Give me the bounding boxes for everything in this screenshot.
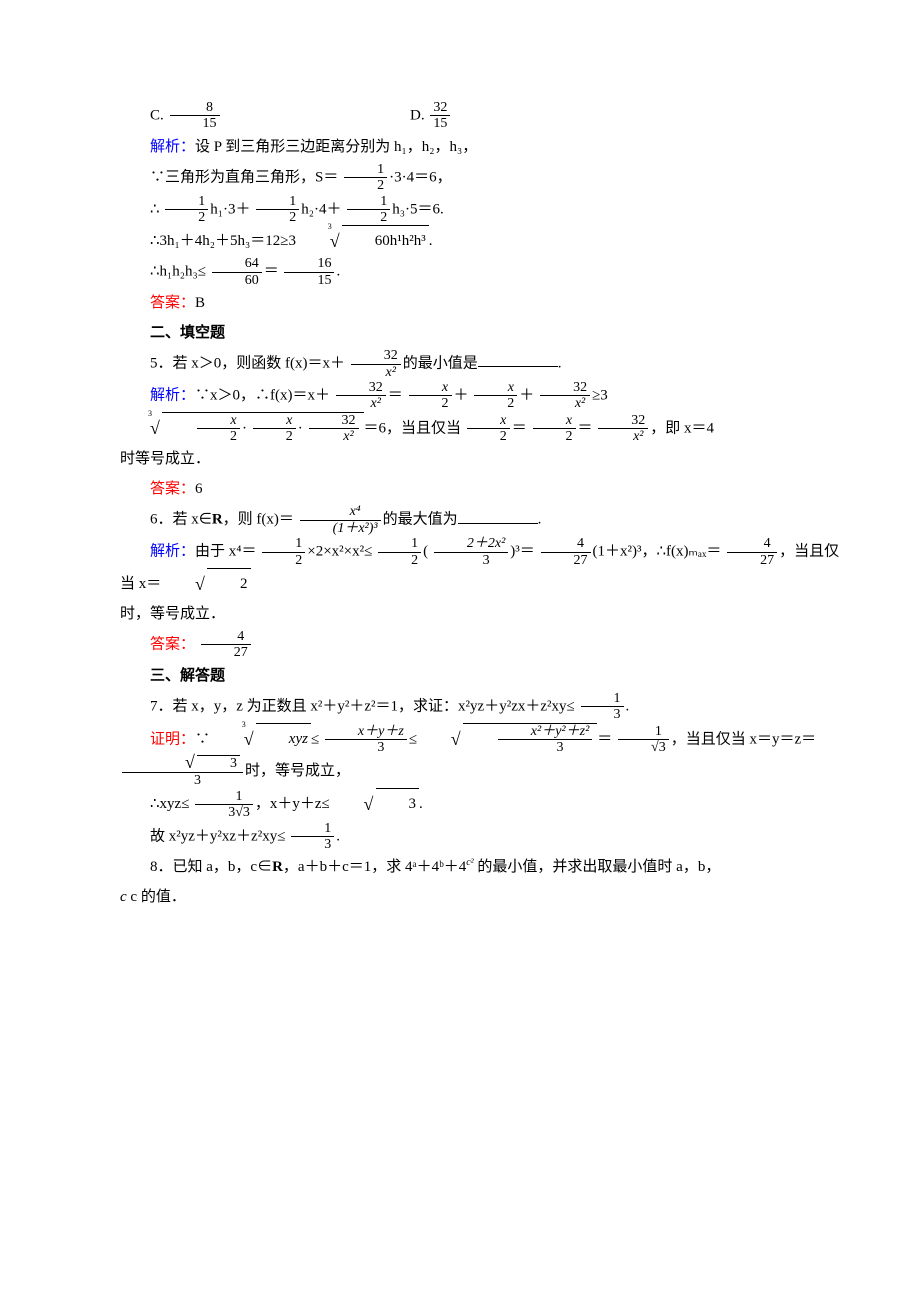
answer-line: 答案： 4 27 [120,629,840,661]
solution-line: ∴ 1 2 h₁·3＋ 1 2 h₂·4＋ 1 2 h₃·5＝6. [120,194,840,226]
fraction-icon: 4 27 [201,629,251,661]
fraction-icon: 1 2 [262,536,305,568]
proof-7-l3: 故 x²yz＋y²xz＋z²xy≤ 1 3 . [120,821,840,853]
solution-5: 解析：∵x＞0，∴f(x)＝x＋ 32 x² ＝ x 2 ＋ x 2 ＋ 32 … [120,380,840,445]
sqrt-icon: 3 [157,755,240,771]
fraction-icon: x²＋y²＋z² 3 [498,724,592,756]
question-8: 8．已知 a，b，c∈R，a＋b＋c＝1，求 4ᵃ＋4ᵇ＋4c² 的最小值，并求… [120,852,840,882]
fraction-icon: x 2 [253,413,296,445]
solution-line: ∴h₁h₂h₃≤ 64 60 ＝ 16 15 . [120,256,840,288]
fraction-icon: x⁴ (1＋x²)³ [300,504,381,536]
fraction-icon: 8 15 [170,100,220,132]
proof-7-l2: ∴xyz≤ 1 3√3 ，x＋y＋z≤ 3. [120,788,840,820]
fraction-icon: 1 2 [165,194,208,226]
fraction-icon: x 2 [467,413,510,445]
solution-line: ∴3h₁＋4h₂＋5h₃＝12≥3 60h¹h²h³. [120,225,840,256]
solution-6: 解析：由于 x⁴＝ 1 2 ×2×x²×x²≤ 1 2 ( 2＋2x² 3 )³… [120,536,840,599]
solution-line: ∵三角形为直角三角形，S＝ 1 2 ·3·4＝6， [120,162,840,194]
fraction-icon: 32 x² [598,413,648,445]
fraction-icon: x 2 [533,413,576,445]
page-content: C. 8 15 D. 32 15 解析：设 P 到三角形三边距离分别为 h₁，h… [0,0,920,1302]
fraction-icon: 32 x² [351,348,401,380]
fraction-icon: 1 3 [291,821,334,853]
question-8-cont: c c 的值． [120,882,840,912]
fraction-icon: x 2 [197,413,240,445]
fraction-icon: 1 3 [581,691,624,723]
answer-line: 答案：6 [120,474,840,504]
fraction-icon: 4 27 [727,536,777,568]
fraction-icon: 1 2 [347,194,390,226]
answer-label: 答案： [150,636,195,652]
section-title: 二、填空题 [120,318,840,348]
fraction-icon: x 2 [474,380,517,412]
fraction-icon: 32 15 [430,100,450,132]
sqrt-icon: 2 [167,568,251,599]
fraction-icon: 64 60 [212,256,262,288]
fraction-icon: 1 2 [256,194,299,226]
analysis-label: 解析： [150,544,195,560]
proof-label: 证明： [150,731,195,747]
proof-7: 证明：∵ xyz≤ x＋y＋z 3 ≤ x²＋y²＋z² 3 ＝ 1 √3 ，当… [120,723,840,789]
answer-line: 答案：B [120,288,840,318]
cuberoot-icon: 60h¹h²h³ [302,225,429,256]
cuberoot-icon: xyz [216,723,311,754]
solution-6-cont: 时，等号成立． [120,599,840,629]
analysis-label: 解析： [150,139,195,155]
fraction-icon: x 2 [409,380,452,412]
fraction-icon: 1 3√3 [195,789,253,821]
fraction-icon: 32 x² [540,380,590,412]
fraction-icon: 32 x² [309,413,359,445]
question-5: 5．若 x＞0，则函数 f(x)＝x＋ 32 x² 的最小值是. [120,348,840,380]
section-title: 三、解答题 [120,661,840,691]
fraction-icon: 4 27 [541,536,591,568]
fraction-icon: 2＋2x² 3 [434,536,508,568]
fraction-icon: 1 √3 [618,724,669,756]
answer-label: 答案： [150,481,195,497]
option-d: D. 32 15 [410,100,610,132]
option-row-cd: C. 8 15 D. 32 15 [120,100,840,132]
fraction-icon: 32 x² [336,380,386,412]
question-6: 6．若 x∈R，则 f(x)＝ x⁴ (1＋x²)³ 的最大值为. [120,504,840,536]
sqrt-icon: 3 [336,788,420,819]
solution-5-cont: 时等号成立． [120,444,840,474]
cuberoot-icon: x 2 · x 2 · 32 x² [122,412,364,445]
solution-line: 解析：设 P 到三角形三边距离分别为 h₁，h₂，h₃， [120,132,840,162]
fill-blank [478,352,558,367]
answer-label: 答案： [150,295,195,311]
fraction-icon: 3 3 [122,755,243,788]
fraction-icon: x＋y＋z 3 [325,724,407,756]
analysis-label: 解析： [150,387,195,403]
sqrt-icon: x²＋y²＋z² 3 [423,723,597,756]
option-c: C. 8 15 [120,100,410,132]
fraction-icon: 1 2 [344,162,387,194]
fill-blank [458,509,538,524]
fraction-icon: 16 15 [284,256,334,288]
fraction-icon: 1 2 [378,536,421,568]
